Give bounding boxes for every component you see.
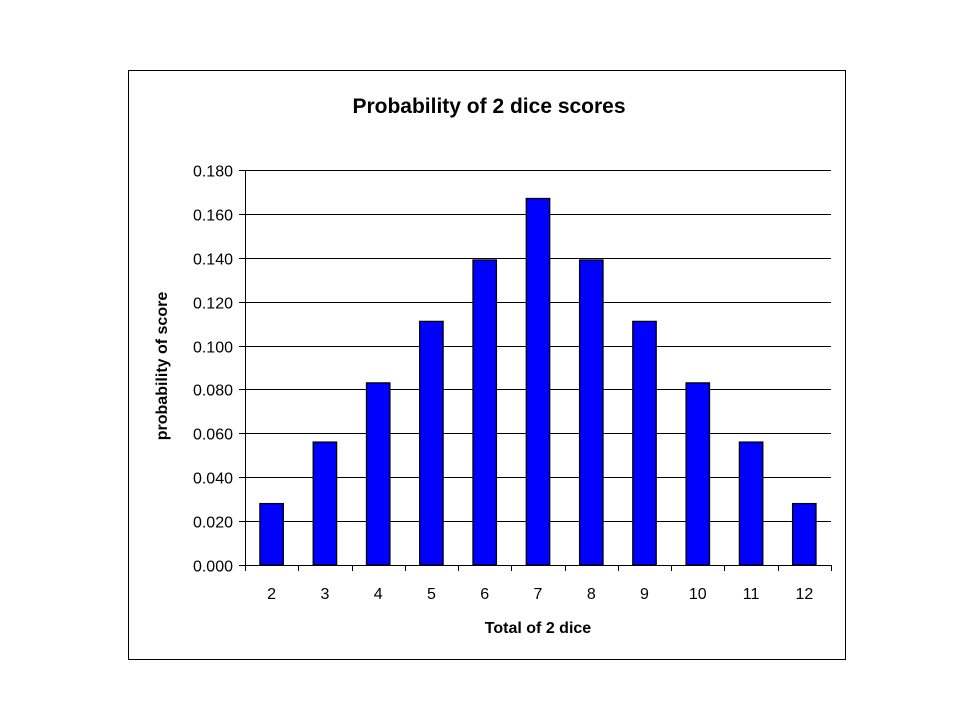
y-tick-label: 0.040: [193, 471, 233, 488]
bar-2: [259, 502, 284, 566]
x-axis-title: Total of 2 dice: [485, 620, 591, 637]
x-tick-label: 8: [587, 586, 596, 603]
x-tick-label: 2: [267, 586, 276, 603]
x-tick-label: 7: [534, 586, 543, 603]
x-tick-label: 4: [374, 586, 383, 603]
y-tick-label: 0.140: [193, 252, 233, 269]
bar-6: [472, 259, 498, 566]
y-tick-label: 0.100: [193, 340, 233, 357]
x-tick-label: 3: [320, 586, 329, 603]
x-tick-label: 5: [427, 586, 436, 603]
axes: [239, 170, 832, 571]
x-tick-label: 9: [640, 586, 649, 603]
x-tick-label: 12: [796, 586, 814, 603]
bar-3: [312, 441, 338, 566]
bar-7: [525, 197, 551, 566]
y-tick-label: 0.080: [193, 383, 233, 400]
chart-title: Probability of 2 dice scores: [352, 95, 625, 118]
x-tick-labels: 2 3 4 5 6 7 8 9 10 11 12: [267, 586, 813, 603]
y-tick-label: 0.180: [193, 164, 233, 181]
bar-9: [632, 320, 657, 566]
y-tick-labels: 0.000 0.020 0.040 0.060 0.080 0.100 0.120 0.140…: [193, 164, 233, 576]
bars: [259, 197, 817, 566]
x-tick-label: 10: [689, 586, 707, 603]
bar-12: [791, 502, 817, 566]
bar-10: [685, 382, 711, 566]
x-tick-label: 6: [480, 586, 489, 603]
y-tick-label: 0.020: [193, 515, 233, 532]
y-tick-label: 0.160: [193, 208, 233, 225]
bar-5: [419, 320, 444, 566]
y-tick-label: 0.000: [193, 559, 233, 576]
x-tick-label: 11: [743, 586, 760, 603]
bar-8: [578, 259, 604, 566]
y-tick-label: 0.120: [193, 296, 233, 313]
bar-4: [365, 382, 391, 566]
y-axis-title: probability of score: [154, 292, 171, 441]
y-tick-label: 0.060: [193, 427, 233, 444]
bar-11: [738, 441, 764, 566]
